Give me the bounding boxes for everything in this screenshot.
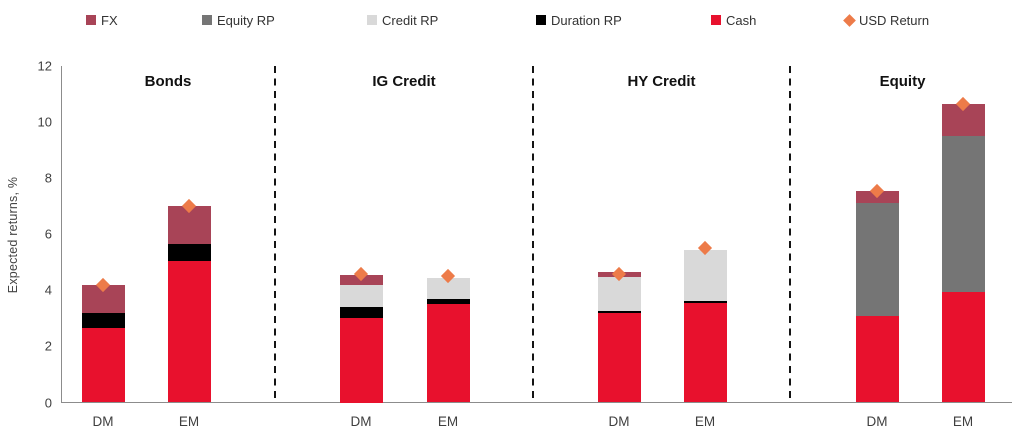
bar-segment-duration_rp (167, 244, 211, 261)
legend-label: FX (101, 12, 118, 28)
legend-label: Equity RP (217, 12, 275, 28)
x-axis-label: DM (350, 414, 372, 429)
fx-swatch-icon (86, 15, 96, 25)
bar-segment-duration_rp (426, 298, 470, 305)
section-title: Bonds (144, 73, 192, 90)
bar-segment-equity_rp (855, 203, 899, 316)
x-axis-label: DM (92, 414, 114, 429)
section-separator-line (273, 66, 277, 402)
bar-segment-credit_rp (426, 277, 470, 299)
x-axis-label: DM (608, 414, 630, 429)
y-tick-label: 10 (37, 114, 52, 130)
x-axis-line (61, 402, 1012, 403)
bar-segment-credit_rp (597, 277, 641, 311)
legend-item-usd-return: USD Return (843, 11, 930, 29)
bar-segment-cash (683, 302, 727, 403)
y-tick-label: 4 (44, 282, 52, 298)
legend-label: USD Return (859, 12, 930, 28)
legend-label: Duration RP (551, 12, 622, 28)
legend-item-fx: FX (86, 11, 118, 29)
cash-swatch-icon (711, 15, 721, 25)
section-title: HY Credit (627, 73, 696, 90)
section-title: Equity (879, 73, 926, 90)
y-tick-label: 2 (44, 338, 52, 354)
x-axis-label: EM (437, 414, 459, 429)
legend-item-duration-rp: Duration RP (536, 11, 622, 29)
bar-segment-cash (81, 328, 125, 403)
bar-segment-cash (426, 304, 470, 403)
legend-item-cash: Cash (711, 11, 756, 29)
bar-segment-duration_rp (683, 300, 727, 303)
bar-segment-equity_rp (941, 136, 985, 292)
bar-segment-duration_rp (597, 310, 641, 313)
y-axis-title: Expected returns, % (6, 176, 20, 294)
legend-label: Credit RP (382, 12, 439, 28)
bar-segment-cash (941, 291, 985, 403)
y-tick-label: 6 (44, 226, 52, 242)
y-tick-label: 0 (44, 395, 52, 410)
section-separator-line (531, 66, 535, 402)
section-title: IG Credit (372, 73, 436, 90)
bar-segment-credit_rp (683, 249, 727, 301)
bar-segment-credit_rp (339, 284, 383, 308)
x-axis-label: EM (694, 414, 716, 429)
duration-rp-swatch-icon (536, 15, 546, 25)
x-axis-label: DM (866, 414, 888, 429)
bar-segment-cash (167, 260, 211, 403)
y-axis-line (61, 66, 62, 403)
usd-return-diamond-icon (843, 13, 856, 27)
equity-rp-swatch-icon (202, 15, 212, 25)
legend-label: Cash (726, 12, 757, 28)
y-tick-label: 12 (37, 58, 52, 74)
section-separator-line (788, 66, 792, 402)
x-axis-label: EM (952, 414, 974, 429)
bar-segment-duration_rp (339, 307, 383, 319)
legend-item-equity-rp: Equity RP (202, 11, 275, 29)
credit-rp-swatch-icon (367, 15, 377, 25)
legend-item-credit-rp: Credit RP (367, 11, 438, 29)
y-tick-label: 8 (44, 170, 52, 186)
bar-segment-duration_rp (81, 312, 125, 329)
x-axis-label: EM (178, 414, 200, 429)
bar-segment-cash (597, 312, 641, 403)
bar-segment-cash (855, 315, 899, 403)
bar-segment-cash (339, 318, 383, 403)
